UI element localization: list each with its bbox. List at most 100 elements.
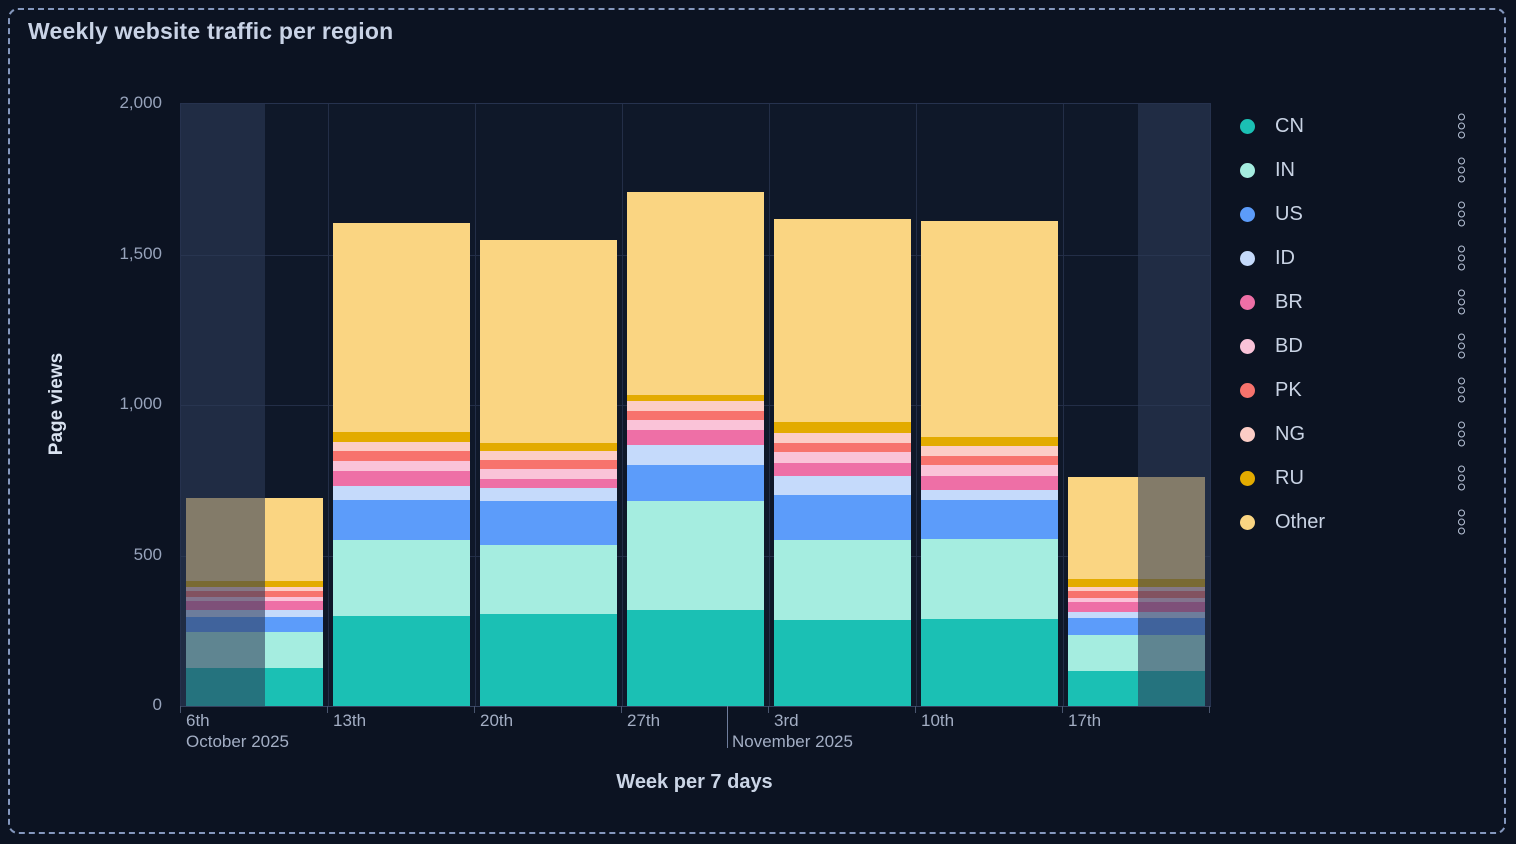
legend-color-dot-NG [1240, 426, 1255, 442]
bar-segment-BD-17th[interactable] [1068, 597, 1205, 602]
bar-segment-IN-27th[interactable] [627, 501, 764, 610]
bar-segment-CN-27th[interactable] [627, 609, 764, 706]
legend-item-menu-icon[interactable] [1456, 244, 1467, 273]
kebab-dot [1458, 342, 1465, 350]
legend-item-menu-icon[interactable] [1456, 508, 1467, 537]
legend-item-menu-icon[interactable] [1456, 464, 1467, 493]
legend-item-ID[interactable]: ID [1240, 236, 1480, 280]
bar-segment-PK-3rd[interactable] [774, 442, 911, 452]
bar-segment-RU-20th[interactable] [480, 442, 617, 451]
bar-segment-PK-17th[interactable] [1068, 591, 1205, 598]
bar-segment-ID-17th[interactable] [1068, 611, 1205, 619]
bar-segment-NG-20th[interactable] [480, 450, 617, 460]
bar-segment-BR-27th[interactable] [627, 429, 764, 445]
x-tick-label-17th: 17th [1068, 711, 1102, 730]
vertical-gridline [1063, 104, 1064, 706]
y-tick-label: 500 [133, 544, 162, 564]
bar-segment-NG-10th[interactable] [921, 446, 1058, 457]
legend-item-menu-icon[interactable] [1456, 420, 1467, 449]
bar-segment-ID-27th[interactable] [627, 444, 764, 465]
bar-segment-BR-17th[interactable] [1068, 601, 1205, 612]
kebab-dot [1458, 245, 1465, 253]
kebab-dot [1458, 377, 1465, 385]
bar-segment-Other-10th[interactable] [921, 221, 1058, 437]
kebab-dot [1458, 518, 1465, 526]
bar-segment-US-27th[interactable] [627, 464, 764, 502]
bar-segment-NG-17th[interactable] [1068, 587, 1205, 592]
legend-item-label: RU [1275, 466, 1304, 489]
bar-segment-IN-10th[interactable] [921, 539, 1058, 619]
x-tick-label-27th: 27th [627, 711, 661, 730]
bar-segment-BD-13th[interactable] [333, 460, 470, 472]
out-of-range-shade-right [1138, 104, 1210, 706]
legend-item-menu-icon[interactable] [1456, 332, 1467, 361]
bar-segment-BR-13th[interactable] [333, 471, 470, 487]
bar-segment-RU-17th[interactable] [1068, 579, 1205, 588]
bar-27th [627, 191, 764, 706]
y-tick-label: 0 [152, 695, 162, 714]
bar-segment-IN-20th[interactable] [480, 544, 617, 615]
bar-segment-BD-10th[interactable] [921, 465, 1058, 477]
legend-item-menu-icon[interactable] [1456, 200, 1467, 229]
bar-segment-BD-3rd[interactable] [774, 451, 911, 463]
bar-segment-NG-13th[interactable] [333, 442, 470, 451]
kebab-dot [1458, 175, 1465, 183]
bar-segment-BD-20th[interactable] [480, 469, 617, 479]
bar-segment-PK-20th[interactable] [480, 459, 617, 470]
legend-item-BD[interactable]: BD [1240, 324, 1480, 368]
legend-item-CN[interactable]: CN [1240, 104, 1480, 148]
bar-segment-Other-20th[interactable] [480, 239, 617, 443]
legend-item-US[interactable]: US [1240, 192, 1480, 236]
bar-segment-US-13th[interactable] [333, 499, 470, 541]
bar-segment-Other-27th[interactable] [627, 191, 764, 395]
y-tick-label: 1,000 [119, 394, 162, 413]
legend-item-menu-icon[interactable] [1456, 156, 1467, 185]
y-tick-label: 1,500 [119, 243, 162, 263]
bar-segment-BR-20th[interactable] [480, 478, 617, 488]
bar-segment-Other-3rd[interactable] [774, 218, 911, 422]
bar-segment-Other-13th[interactable] [333, 222, 470, 433]
bar-segment-US-20th[interactable] [480, 501, 617, 545]
legend-item-BR[interactable]: BR [1240, 280, 1480, 324]
kebab-dot [1458, 351, 1465, 359]
bar-segment-RU-27th[interactable] [627, 394, 764, 401]
bar-segment-PK-10th[interactable] [921, 456, 1058, 466]
bar-segment-RU-10th[interactable] [921, 436, 1058, 447]
legend-item-IN[interactable]: IN [1240, 148, 1480, 192]
legend-item-NG[interactable]: NG [1240, 412, 1480, 456]
bar-segment-ID-13th[interactable] [333, 486, 470, 500]
bar-segment-PK-27th[interactable] [627, 410, 764, 421]
x-axis-title: Week per 7 days [616, 771, 773, 793]
bar-segment-IN-13th[interactable] [333, 540, 470, 616]
legend-item-menu-icon[interactable] [1456, 112, 1467, 141]
bar-segment-US-10th[interactable] [921, 500, 1058, 540]
bar-segment-BR-3rd[interactable] [774, 462, 911, 476]
bar-segment-IN-3rd[interactable] [774, 540, 911, 621]
bar-20th [480, 239, 617, 706]
legend-item-menu-icon[interactable] [1456, 288, 1467, 317]
bar-segment-CN-13th[interactable] [333, 615, 470, 706]
bar-segment-NG-3rd[interactable] [774, 433, 911, 443]
month-label: November 2025 [732, 732, 853, 751]
legend-item-label: BR [1275, 290, 1303, 313]
bar-segment-ID-3rd[interactable] [774, 475, 911, 496]
bar-segment-RU-3rd[interactable] [774, 421, 911, 434]
bar-segment-CN-20th[interactable] [480, 614, 617, 706]
bar-segment-CN-10th[interactable] [921, 618, 1058, 706]
legend-color-dot-CN [1240, 118, 1255, 134]
bar-segment-PK-13th[interactable] [333, 450, 470, 461]
bar-segment-BD-27th[interactable] [627, 420, 764, 430]
legend-item-RU[interactable]: RU [1240, 456, 1480, 500]
bar-segment-CN-3rd[interactable] [774, 620, 911, 706]
legend-item-Other[interactable]: Other [1240, 500, 1480, 544]
bar-segment-BR-10th[interactable] [921, 476, 1058, 490]
bar-segment-ID-10th[interactable] [921, 489, 1058, 501]
bar-segment-NG-27th[interactable] [627, 400, 764, 411]
bar-segment-US-3rd[interactable] [774, 495, 911, 541]
bar-13th [333, 222, 470, 706]
bar-segment-ID-20th[interactable] [480, 487, 617, 502]
legend-item-menu-icon[interactable] [1456, 376, 1467, 405]
vertical-gridline [328, 104, 329, 706]
bar-segment-RU-13th[interactable] [333, 432, 470, 443]
legend-item-PK[interactable]: PK [1240, 368, 1480, 412]
